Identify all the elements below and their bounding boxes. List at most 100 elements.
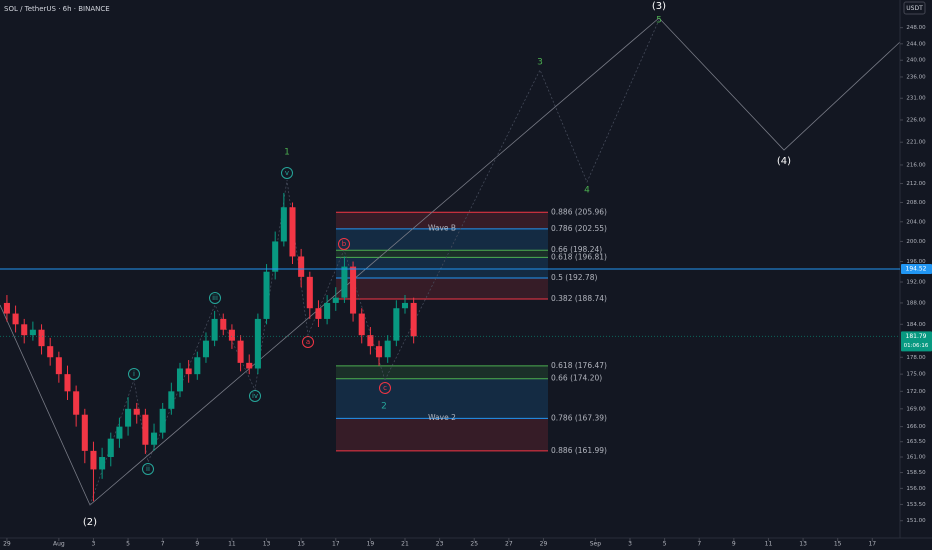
x-tick-label: 15 <box>297 541 305 548</box>
fib-level-label: 0.786 (167.39) <box>551 413 607 422</box>
fib-level-label: 0.5 (192.78) <box>551 273 597 282</box>
candle-body <box>73 391 80 415</box>
y-tick-label: 208.00 <box>906 200 926 206</box>
y-tick-label: 231.00 <box>906 96 926 102</box>
candle-body <box>125 408 132 427</box>
x-tick-label: 23 <box>436 541 444 548</box>
wave-label: b <box>342 240 347 248</box>
wave-count-projection <box>384 19 660 381</box>
y-tick-label: 236.00 <box>906 74 926 80</box>
wave-label: v <box>285 169 289 177</box>
x-tick-label: 11 <box>228 541 236 548</box>
wave-label: (4) <box>777 156 791 167</box>
candle-body <box>12 313 19 325</box>
y-tick-label: 226.00 <box>906 117 926 123</box>
fib-band <box>336 378 548 419</box>
wave-circle <box>142 463 154 475</box>
candle-body <box>393 308 400 341</box>
candle-body <box>29 329 36 336</box>
fib-level-label: 0.618 (176.47) <box>551 361 607 370</box>
wave-projection <box>0 17 901 506</box>
y-tick-label: 240.00 <box>906 58 926 64</box>
candle-body <box>168 391 175 409</box>
currency-label[interactable]: USDT <box>906 5 923 12</box>
candle-body <box>142 414 149 445</box>
candle-body <box>194 357 201 375</box>
candle-body <box>350 266 357 314</box>
candle-body <box>324 302 331 319</box>
fib-box-label: Wave 2 <box>428 413 456 422</box>
x-tick-label: 15 <box>834 541 842 548</box>
x-tick-label: 3 <box>628 541 632 548</box>
x-tick-label: 5 <box>663 541 667 548</box>
y-tick-label: 221.00 <box>906 140 926 146</box>
fib-level-label: 0.618 (196.81) <box>551 252 607 261</box>
candle-body <box>246 362 253 369</box>
candle-body <box>401 302 409 309</box>
wave-circle <box>281 167 293 179</box>
fib-band <box>336 212 548 229</box>
candle-body <box>410 302 417 337</box>
x-tick-label: 13 <box>799 541 807 548</box>
wave-circle <box>128 368 140 380</box>
price-tag <box>901 264 932 275</box>
fib-band <box>336 418 548 451</box>
y-tick-label: 161.00 <box>906 455 926 461</box>
wave-circle <box>338 238 350 250</box>
candle-body <box>228 329 235 341</box>
candle-body <box>185 368 192 375</box>
candle-body <box>81 414 88 451</box>
x-tick-label: 27 <box>505 541 513 548</box>
fib-band <box>336 365 548 379</box>
wave-circle <box>249 390 261 402</box>
currency-button[interactable] <box>903 1 926 15</box>
price-tag-label: 194.52 <box>906 266 927 273</box>
wave-label: 2 <box>381 402 387 412</box>
x-tick-label: 29 <box>540 541 548 548</box>
candle-body <box>358 313 365 336</box>
candle-body <box>64 374 71 392</box>
candle-body <box>55 357 62 375</box>
y-tick-label: 196.00 <box>906 259 926 265</box>
fib-band <box>336 250 548 258</box>
candle-body <box>254 318 261 369</box>
fib-layer: 0.886 (205.96) 0.786 (202.55) Wave B 0.66 (… <box>336 207 607 455</box>
candle-body <box>384 340 391 358</box>
candle-body <box>332 297 339 303</box>
candle-body <box>202 340 209 358</box>
fib-level-label: 0.886 (161.99) <box>551 446 607 455</box>
candle-body <box>367 335 374 347</box>
y-tick-label: 151.00 <box>906 518 926 524</box>
candle-body <box>376 346 383 358</box>
candle-body <box>107 438 114 458</box>
y-tick-label: 188.00 <box>906 300 926 306</box>
candle-body <box>211 318 218 341</box>
candle-body <box>3 302 10 314</box>
x-tick-label: 17 <box>868 541 876 548</box>
x-tick-label: Sep <box>590 541 602 548</box>
wave-circle <box>209 292 221 304</box>
x-tick-label: 7 <box>697 541 701 548</box>
fib-level-label: 0.786 (202.55) <box>551 224 607 233</box>
y-tick-label: 163.50 <box>906 439 926 445</box>
x-tick-label: Aug <box>53 541 65 548</box>
y-tick-label: 166.00 <box>906 424 926 430</box>
y-tick-label: 244.00 <box>906 41 926 47</box>
price-tag <box>901 331 932 352</box>
chart-title: SOL / TetherUS · 6h · BINANCE <box>4 5 110 13</box>
candle-body <box>99 457 106 470</box>
x-tick-label: 29 <box>3 541 11 548</box>
candle-body <box>280 207 287 242</box>
candle-body <box>272 241 279 272</box>
wave-label: 5 <box>656 16 662 26</box>
candle-body <box>116 426 123 439</box>
x-tick-label: 9 <box>732 541 736 548</box>
candle-body <box>90 450 97 470</box>
candle-body <box>263 271 270 319</box>
fib-box-label: Wave B <box>428 223 456 232</box>
wave-label: ii <box>146 465 150 473</box>
x-tick-label: 19 <box>367 541 375 548</box>
